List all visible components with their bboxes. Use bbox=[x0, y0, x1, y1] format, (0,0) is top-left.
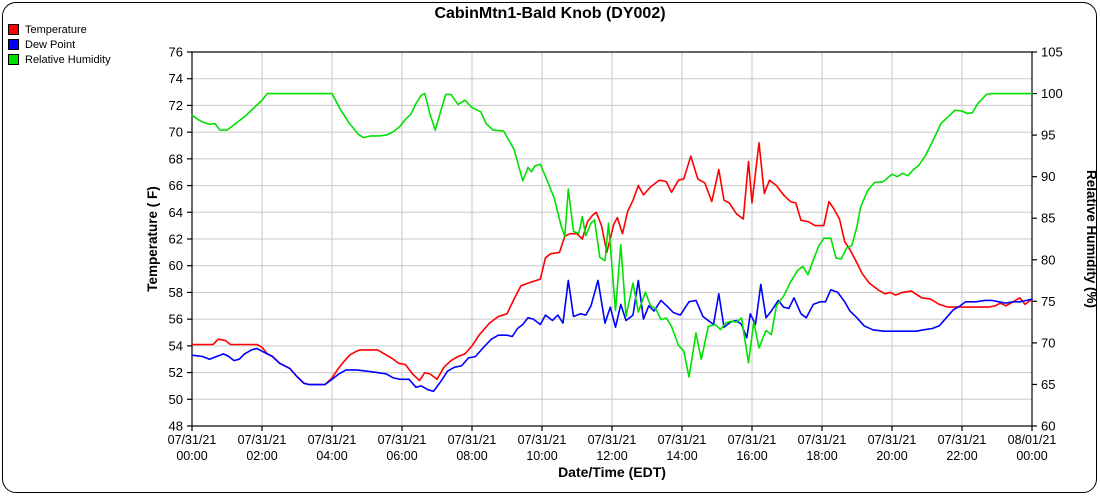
left-tick-label: 54 bbox=[169, 338, 183, 353]
x-tick-time: 20:00 bbox=[876, 449, 907, 463]
x-tick-date: 07/31/21 bbox=[938, 433, 987, 447]
x-tick-time: 12:00 bbox=[596, 449, 627, 463]
x-tick-time: 02:00 bbox=[246, 449, 277, 463]
right-tick-label: 90 bbox=[1041, 169, 1055, 184]
right-tick-label: 95 bbox=[1041, 128, 1055, 143]
legend-item-relative-humidity: Relative Humidity bbox=[8, 52, 111, 67]
legend: Temperature Dew Point Relative Humidity bbox=[8, 22, 111, 67]
right-tick-label: 85 bbox=[1041, 211, 1055, 226]
right-tick-label: 80 bbox=[1041, 252, 1055, 267]
left-tick-label: 66 bbox=[169, 178, 183, 193]
x-tick-date: 07/31/21 bbox=[168, 433, 217, 447]
right-tick-label: 65 bbox=[1041, 377, 1055, 392]
left-tick-label: 74 bbox=[169, 71, 183, 86]
left-tick-label: 68 bbox=[169, 151, 183, 166]
y-left-axis-title: Temperature ( F) bbox=[145, 186, 160, 292]
x-tick-time: 06:00 bbox=[386, 449, 417, 463]
right-tick-label: 105 bbox=[1041, 45, 1063, 60]
x-tick-time: 22:00 bbox=[946, 449, 977, 463]
left-tick-label: 48 bbox=[169, 419, 183, 434]
relative-humidity-swatch-icon bbox=[8, 54, 19, 65]
dew-point-line bbox=[191, 279, 1033, 393]
x-tick-time: 00:00 bbox=[1016, 449, 1047, 463]
x-tick-time: 10:00 bbox=[526, 449, 557, 463]
data-series bbox=[191, 92, 1033, 393]
dew-point-swatch-icon bbox=[8, 39, 19, 50]
x-tick-date: 07/31/21 bbox=[378, 433, 427, 447]
left-tick-label: 60 bbox=[169, 258, 183, 273]
legend-item-temperature: Temperature bbox=[8, 22, 111, 37]
x-tick-date: 07/31/21 bbox=[658, 433, 707, 447]
left-tick-label: 64 bbox=[169, 205, 183, 220]
axis-ticks bbox=[187, 51, 1037, 431]
x-tick-time: 14:00 bbox=[666, 449, 697, 463]
relative-humidity-line bbox=[191, 92, 1033, 378]
x-tick-time: 18:00 bbox=[806, 449, 837, 463]
x-tick-date: 07/31/21 bbox=[728, 433, 777, 447]
legend-item-dew-point: Dew Point bbox=[8, 37, 111, 52]
x-tick-time: 00:00 bbox=[176, 449, 207, 463]
x-tick-date: 08/01/21 bbox=[1008, 433, 1057, 447]
left-tick-label: 58 bbox=[169, 285, 183, 300]
right-tick-label: 100 bbox=[1041, 86, 1063, 101]
left-tick-label: 56 bbox=[169, 312, 183, 327]
x-tick-date: 07/31/21 bbox=[868, 433, 917, 447]
legend-label-relative-humidity: Relative Humidity bbox=[25, 53, 111, 66]
x-tick-date: 07/31/21 bbox=[518, 433, 567, 447]
left-tick-label: 72 bbox=[169, 98, 183, 113]
left-tick-label: 70 bbox=[169, 125, 183, 140]
x-tick-date: 07/31/21 bbox=[308, 433, 357, 447]
x-tick-date: 07/31/21 bbox=[588, 433, 637, 447]
left-tick-label: 52 bbox=[169, 365, 183, 380]
temperature-line bbox=[191, 142, 1033, 386]
axis-tick-labels: 48 50 52 54 56 58 60 62 64 66 68 70 72 74 76 60 65 70 75 80… bbox=[168, 45, 1063, 464]
x-axis-title: Date/Time (EDT) bbox=[558, 464, 666, 480]
x-tick-time: 04:00 bbox=[316, 449, 347, 463]
grid-lines bbox=[192, 52, 1032, 426]
chart-title: CabinMtn1-Bald Knob (DY002) bbox=[434, 5, 666, 22]
right-tick-label: 70 bbox=[1041, 335, 1055, 350]
right-tick-label: 60 bbox=[1041, 419, 1055, 434]
x-tick-time: 08:00 bbox=[456, 449, 487, 463]
x-tick-date: 07/31/21 bbox=[798, 433, 847, 447]
left-tick-label: 76 bbox=[169, 45, 183, 60]
temperature-swatch-icon bbox=[8, 24, 19, 35]
left-tick-label: 50 bbox=[169, 392, 183, 407]
right-tick-label: 75 bbox=[1041, 294, 1055, 309]
y-right-axis-title: Relative Humidity (%) bbox=[1084, 170, 1099, 308]
legend-label-dew-point: Dew Point bbox=[25, 38, 76, 51]
x-tick-date: 07/31/21 bbox=[238, 433, 287, 447]
x-tick-date: 07/31/21 bbox=[448, 433, 497, 447]
legend-label-temperature: Temperature bbox=[25, 23, 87, 36]
x-tick-time: 16:00 bbox=[736, 449, 767, 463]
left-tick-label: 62 bbox=[169, 232, 183, 247]
